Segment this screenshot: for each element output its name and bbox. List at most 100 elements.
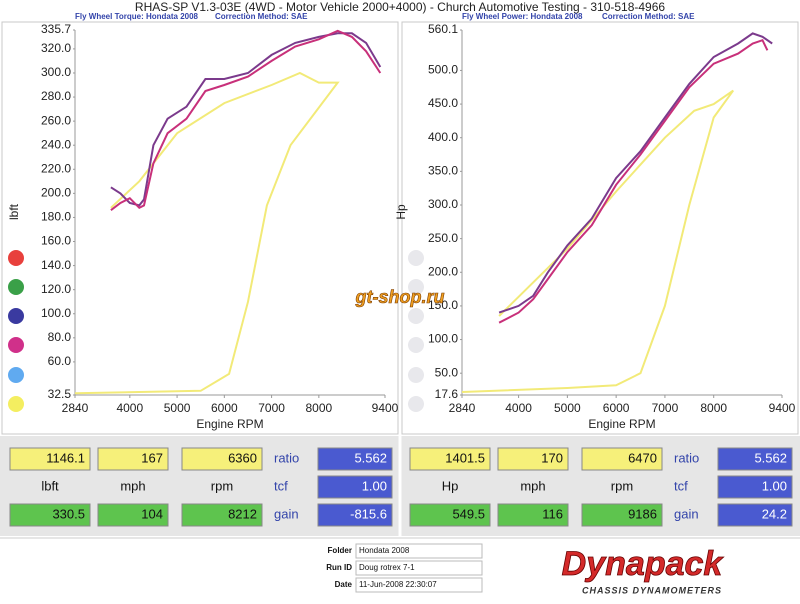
unit-label: rpm: [611, 478, 633, 493]
param-box: [717, 447, 793, 471]
y-tick-label: 150.0: [428, 298, 458, 312]
field-value: Doug rotrex 7-1: [359, 563, 415, 572]
param-label: gain: [274, 506, 299, 521]
field-box: [355, 560, 483, 576]
value-box: [581, 447, 663, 471]
value-box: [497, 447, 569, 471]
x-tick-label: 4000: [505, 401, 532, 415]
y-tick-label: 200.0: [428, 264, 458, 278]
param-label: gain: [674, 506, 699, 521]
dot: [408, 396, 424, 412]
chart-frame: [1, 21, 399, 435]
x-tick-label: 7000: [258, 401, 285, 415]
y-tick-label: 32.5: [48, 387, 72, 401]
y-tick-label: 220.0: [41, 161, 71, 175]
x-tick-label: 8000: [700, 401, 727, 415]
x-tick-label: 7000: [652, 401, 679, 415]
param-value: 5.562: [754, 450, 787, 465]
x-tick-label: 5000: [164, 401, 191, 415]
param-box: [717, 503, 793, 527]
y-tick-label: 100.0: [41, 306, 71, 320]
x-tick-label: 9400: [372, 401, 399, 415]
readout: 170: [541, 450, 563, 465]
param-box: [317, 475, 393, 499]
dot: [408, 279, 424, 295]
y-tick-label: 335.7: [41, 22, 71, 36]
unit-label: lbft: [41, 478, 59, 493]
param-value: -815.6: [350, 506, 387, 521]
y-tick-label: 50.0: [435, 365, 459, 379]
y-axis-label: lbft: [7, 203, 21, 220]
unit-label: Hp: [442, 478, 459, 493]
peak-box: [409, 503, 491, 527]
subtitle: Correction Method: SAE: [602, 12, 695, 21]
peak-box: [181, 503, 263, 527]
x-axis-label: Engine RPM: [196, 417, 263, 431]
dot: [408, 308, 424, 324]
y-tick-label: 100.0: [428, 332, 458, 346]
field-label: Run ID: [326, 563, 352, 572]
y-tick-label: 350.0: [428, 164, 458, 178]
peak-box: [581, 503, 663, 527]
dot: [8, 337, 24, 353]
field-box: [355, 543, 483, 559]
x-tick-label: 2840: [62, 401, 89, 415]
param-value: 5.562: [354, 450, 387, 465]
x-tick-label: 6000: [603, 401, 630, 415]
chart-frame: [401, 21, 799, 435]
value-box: [9, 447, 91, 471]
curve: [461, 89, 735, 393]
param-box: [717, 475, 793, 499]
readout: 9186: [628, 506, 657, 521]
peak-box: [9, 503, 91, 527]
x-tick-label: 8000: [305, 401, 332, 415]
param-label: ratio: [674, 450, 699, 465]
y-tick-label: 60.0: [48, 354, 72, 368]
value-box: [409, 447, 491, 471]
unit-label: rpm: [211, 478, 233, 493]
y-tick-label: 250.0: [428, 231, 458, 245]
x-tick-label: 4000: [116, 401, 143, 415]
readout: 8212: [228, 506, 257, 521]
curve: [498, 32, 773, 314]
y-tick-label: 300.0: [428, 197, 458, 211]
y-tick-label: 280.0: [41, 89, 71, 103]
param-box: [317, 503, 393, 527]
y-tick-label: 400.0: [428, 130, 458, 144]
y-tick-label: 260.0: [41, 113, 71, 127]
dot: [8, 308, 24, 324]
dot: [8, 279, 24, 295]
y-tick-label: 450.0: [428, 96, 458, 110]
param-value: 1.00: [762, 478, 787, 493]
param-label: tcf: [274, 478, 288, 493]
y-tick-label: 300.0: [41, 65, 71, 79]
dot: [408, 250, 424, 266]
curve: [74, 71, 340, 395]
readout: 1146.1: [46, 450, 85, 465]
param-box: [317, 447, 393, 471]
y-tick-label: 320.0: [41, 41, 71, 55]
readout: 116: [542, 506, 563, 521]
y-tick-label: 80.0: [48, 330, 72, 344]
y-axis-label: Hp: [394, 204, 408, 220]
x-tick-label: 9400: [769, 401, 796, 415]
subtitle: Fly Wheel Torque: Hondata 2008: [75, 12, 199, 21]
field-label: Folder: [328, 546, 352, 555]
dot: [8, 396, 24, 412]
watermark: gt-shop.ru: [355, 287, 445, 307]
field-value: Hondata 2008: [359, 546, 410, 555]
readout: 1401.5: [445, 450, 485, 465]
legend-dots: [8, 250, 424, 412]
curve: [498, 38, 769, 324]
y-tick-label: 160.0: [41, 234, 71, 248]
x-tick-label: 6000: [211, 401, 238, 415]
peak-box: [97, 503, 169, 527]
y-tick-label: 500.0: [428, 63, 458, 77]
dot: [8, 250, 24, 266]
dot: [8, 367, 24, 383]
logo: Dynapack: [562, 545, 725, 583]
subtitle: Correction Method: SAE: [215, 12, 308, 21]
curve: [110, 29, 382, 211]
field-value: 11-Jun-2008 22:30:07: [359, 580, 437, 589]
